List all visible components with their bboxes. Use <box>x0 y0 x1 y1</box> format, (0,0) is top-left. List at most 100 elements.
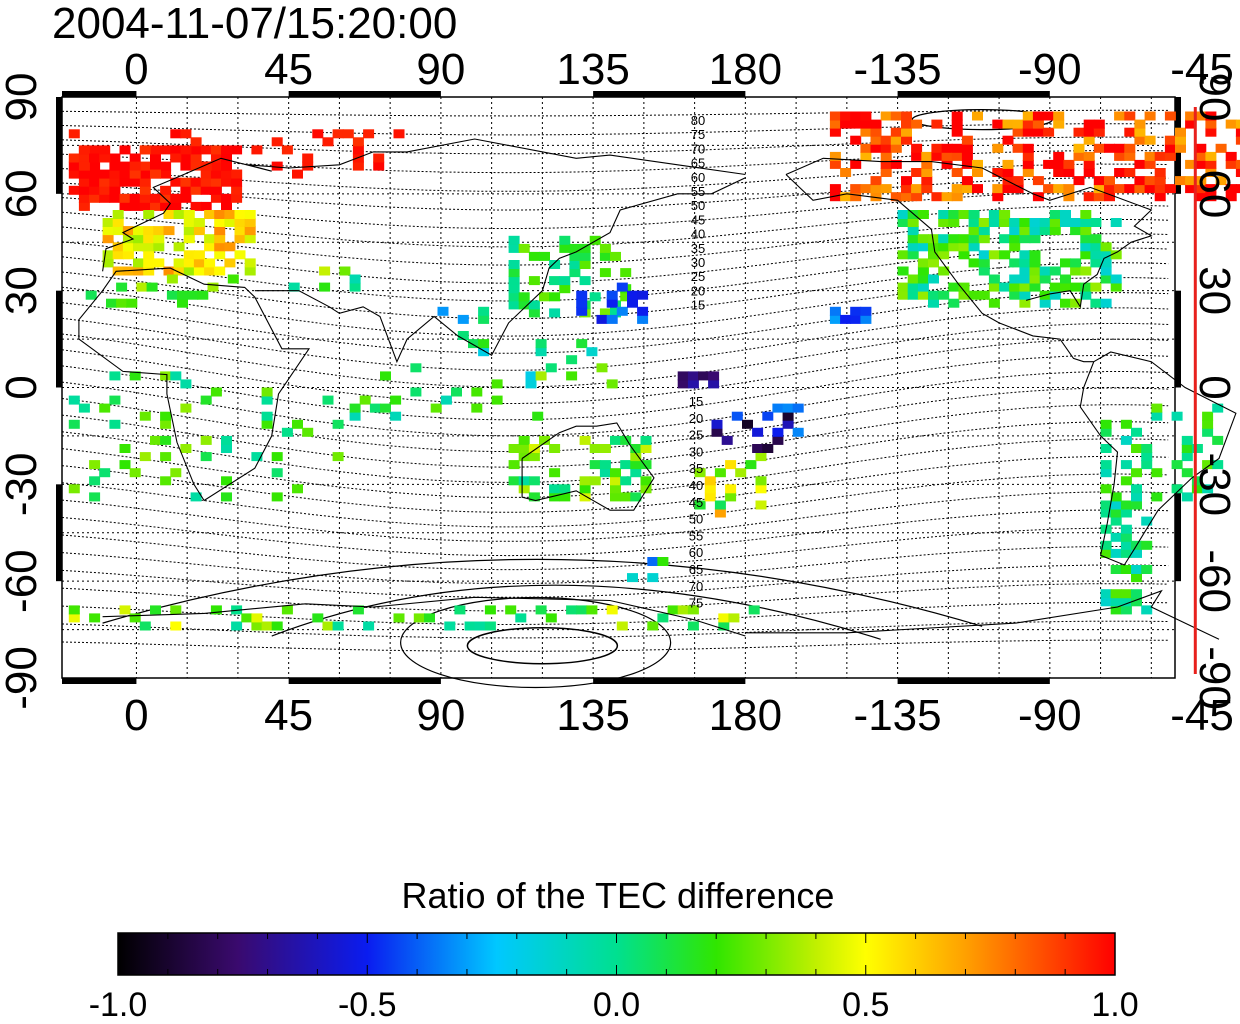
tec-cell <box>1090 282 1102 292</box>
tec-cell <box>150 169 161 179</box>
tec-cell <box>518 300 530 310</box>
tec-cell <box>829 119 841 129</box>
lat-label-left: -60 <box>0 549 46 613</box>
tec-cell <box>261 387 273 397</box>
tec-cell <box>620 292 632 302</box>
tec-cell <box>714 500 726 510</box>
tec-cell <box>988 250 1000 260</box>
tec-cell <box>850 119 862 129</box>
tec-cell <box>829 159 841 169</box>
tec-cell <box>1073 176 1085 186</box>
tec-cell <box>1124 168 1136 177</box>
tec-cell <box>119 444 131 453</box>
contour-label-north: 25 <box>691 269 705 284</box>
tec-cell <box>292 169 303 179</box>
tec-cell <box>1029 274 1041 284</box>
tec-cell <box>78 169 90 179</box>
south-pole-oval-middle <box>400 596 672 689</box>
tec-cell <box>1100 597 1112 607</box>
tec-cell <box>231 145 243 155</box>
tec-cell <box>1235 135 1240 145</box>
colorbar-tick-label: 0.5 <box>842 986 889 1024</box>
tec-cell <box>1019 234 1031 244</box>
tec-cell <box>173 242 185 252</box>
tec-cell <box>1215 176 1227 186</box>
tec-cell <box>1022 168 1034 177</box>
tec-cell <box>528 476 540 486</box>
tec-cell <box>1114 168 1126 177</box>
tec-cell <box>150 605 161 615</box>
tec-cell <box>200 145 212 155</box>
tec-cell <box>1110 589 1122 599</box>
tec-cell <box>901 127 912 137</box>
tec-cell <box>528 452 540 462</box>
tec-cell <box>1029 218 1041 227</box>
magnetic-contour <box>61 564 1169 598</box>
tec-cell <box>762 411 774 421</box>
tec-cell <box>1195 176 1207 186</box>
coastline <box>102 589 1220 640</box>
tec-cell <box>1134 135 1146 145</box>
tec-cell <box>938 266 950 276</box>
tec-cell <box>1032 127 1044 137</box>
frame-bar-right <box>1175 290 1181 388</box>
tec-cell <box>505 605 517 615</box>
lon-label-bottom: 180 <box>709 691 782 740</box>
tec-cell <box>1029 258 1041 268</box>
tec-cell <box>491 395 503 405</box>
tec-cell <box>762 444 774 453</box>
tec-cell <box>1012 184 1024 194</box>
tec-cell <box>1029 266 1041 276</box>
tec-cell <box>193 226 205 236</box>
tec-cell <box>221 161 232 171</box>
tec-cell <box>907 210 919 219</box>
tec-cell <box>1205 168 1217 177</box>
tec-cell <box>444 621 456 631</box>
tec-cell <box>890 192 902 202</box>
tec-cell <box>1202 427 1214 437</box>
tec-cell <box>630 468 642 478</box>
tec-cell <box>234 234 246 244</box>
tec-cell <box>606 605 618 615</box>
tec-cell <box>302 427 314 437</box>
tec-cell <box>1012 143 1024 153</box>
tec-cell <box>1120 460 1132 470</box>
tec-cell <box>1195 151 1207 161</box>
tec-cell <box>1019 298 1031 308</box>
tec-cell <box>133 226 144 236</box>
tec-cell <box>606 290 618 300</box>
tec-cell <box>630 460 642 470</box>
tec-cell <box>390 411 402 421</box>
tec-cell <box>718 613 730 623</box>
tec-cell <box>210 193 222 203</box>
tec-cell <box>742 419 753 429</box>
tec-cell <box>569 251 581 261</box>
tec-cell <box>180 444 192 453</box>
tec-cell <box>139 193 151 203</box>
tec-cell <box>640 460 652 470</box>
tec-cell <box>139 145 151 155</box>
tec-cell <box>972 111 983 121</box>
tec-cell <box>528 492 540 502</box>
tec-cell <box>711 419 723 429</box>
lat-label-right: 30 <box>1190 266 1239 315</box>
contour-label-south: 15 <box>689 394 703 409</box>
tec-cell <box>931 119 943 129</box>
tec-cell <box>917 242 929 252</box>
contour-label-north: 75 <box>691 127 705 142</box>
tec-cell <box>961 176 973 186</box>
tec-cell <box>349 282 361 292</box>
tec-cell <box>911 151 923 161</box>
tec-cell <box>244 266 256 276</box>
tec-cell <box>938 250 950 260</box>
tec-cell <box>200 161 212 171</box>
tec-cell <box>890 135 902 145</box>
tec-cell <box>704 476 716 486</box>
tec-cell <box>122 234 134 244</box>
tec-cell <box>190 137 202 147</box>
tec-cell <box>968 242 980 252</box>
tec-cell <box>319 266 331 276</box>
tec-cell <box>1100 298 1112 308</box>
tec-cell <box>518 484 530 494</box>
tec-cell <box>911 184 923 194</box>
